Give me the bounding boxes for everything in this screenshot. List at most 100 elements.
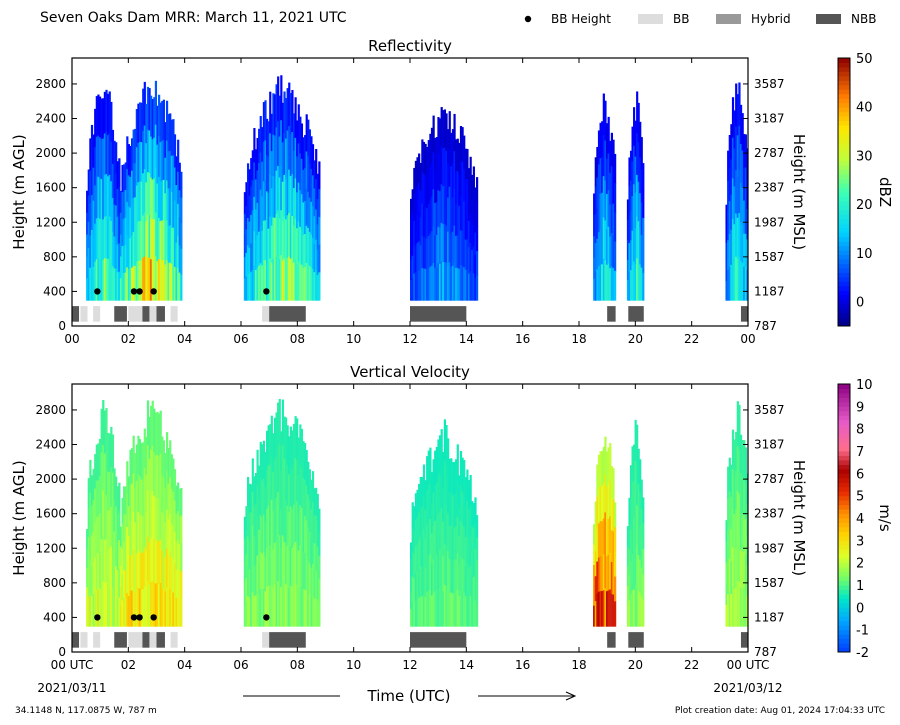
x-tick-label: 06 — [233, 658, 248, 672]
precip-cell — [471, 174, 474, 201]
precip-cell — [456, 553, 459, 591]
precip-cell — [453, 262, 456, 301]
precip-cell — [140, 443, 143, 481]
precip-cell — [471, 551, 474, 577]
bb-height-marker — [94, 614, 101, 621]
colorbar-band — [838, 196, 850, 202]
precip-cell — [609, 589, 612, 627]
precip-cell — [100, 539, 103, 584]
colorbar-band — [838, 227, 850, 233]
precip-cell — [132, 587, 135, 627]
precip-cell — [283, 216, 286, 259]
y2-tick-label: 2787 — [754, 472, 785, 486]
precip-cell — [434, 485, 437, 522]
precip-period — [626, 419, 645, 627]
precip-cell — [280, 165, 283, 211]
colorbar-band — [838, 540, 850, 546]
precip-cell — [614, 527, 617, 553]
precip-cell — [472, 246, 475, 274]
precip-cell — [459, 556, 463, 592]
precip-cell — [266, 587, 269, 627]
precip-cell — [458, 565, 461, 597]
precip-period — [119, 400, 183, 627]
precip-cell — [453, 225, 456, 264]
precip-cell — [636, 505, 639, 547]
precip-cell — [438, 191, 442, 228]
precip-cell — [277, 536, 280, 582]
precip-cell — [471, 199, 474, 226]
precip-cell — [95, 553, 98, 591]
precip-cell — [259, 478, 262, 517]
precip-cell — [180, 598, 183, 627]
precip-cell — [299, 153, 302, 191]
x-tick-label: 02 — [121, 332, 136, 346]
precip-cell — [95, 480, 98, 518]
precip-cell — [602, 134, 605, 177]
precip-cell — [601, 121, 604, 158]
y2-tick-label: 1187 — [754, 610, 785, 624]
precip-cell — [294, 137, 297, 179]
precip-cell — [743, 200, 746, 235]
legend-label: Hybrid — [751, 12, 791, 26]
precip-cell — [743, 477, 746, 516]
precip-cell — [138, 260, 142, 301]
precip-cell — [273, 501, 277, 544]
precip-cell — [307, 191, 310, 229]
precip-cell — [633, 261, 636, 301]
precip-cell — [291, 547, 294, 588]
precip-cell — [119, 586, 123, 607]
colorbar-label: m/s — [876, 504, 894, 532]
precip-cell — [92, 200, 95, 235]
precip-cell — [411, 527, 414, 553]
precip-cell — [243, 192, 246, 215]
colorbar-tick-label: 0 — [856, 296, 864, 311]
precip-cell — [118, 597, 121, 627]
precip-cell — [413, 530, 416, 555]
precip-cell — [259, 115, 262, 154]
precip-cell — [642, 217, 645, 246]
precip-cell — [597, 489, 601, 524]
precip-cell — [728, 491, 731, 526]
colorbar-band — [838, 62, 850, 68]
precip-cell — [253, 536, 256, 567]
precip-cell — [310, 201, 313, 236]
precip-cell — [311, 595, 315, 627]
precip-cell — [90, 194, 94, 231]
precip-cell — [280, 120, 283, 166]
precip-cell — [113, 140, 116, 174]
precip-cell — [434, 235, 437, 269]
precip-cell — [605, 158, 609, 195]
precip-cell — [450, 199, 453, 234]
precip-cell — [413, 247, 416, 275]
precip-cell — [251, 592, 254, 627]
precip-cell — [455, 525, 458, 560]
precip-cell — [315, 598, 318, 627]
precip-cell — [738, 493, 741, 539]
precip-cell — [266, 191, 269, 229]
precip-cell — [124, 272, 127, 301]
colorbar-band — [838, 611, 850, 617]
precip-cell — [123, 218, 126, 247]
precip-cell — [248, 247, 251, 275]
precip-cell — [455, 459, 458, 494]
precip-cell — [90, 265, 94, 301]
precip-cell — [634, 228, 637, 265]
precip-cell — [464, 506, 467, 538]
colorbar-band — [838, 526, 850, 532]
precip-cell — [466, 500, 469, 533]
precip-cell — [746, 239, 748, 271]
precip-cell — [634, 543, 637, 586]
precip-cell — [142, 130, 145, 174]
precip-cell — [266, 430, 269, 471]
precip-cell — [277, 491, 280, 538]
panel-0 — [71, 57, 851, 327]
precip-cell — [419, 476, 422, 508]
precip-cell — [424, 143, 427, 176]
precip-cell — [418, 212, 421, 243]
precip-cell — [175, 185, 178, 215]
precip-cell — [725, 204, 728, 225]
precip-cell — [153, 539, 156, 584]
precip-cell — [135, 223, 138, 263]
precip-cell — [739, 143, 743, 184]
precip-cell — [162, 514, 165, 553]
